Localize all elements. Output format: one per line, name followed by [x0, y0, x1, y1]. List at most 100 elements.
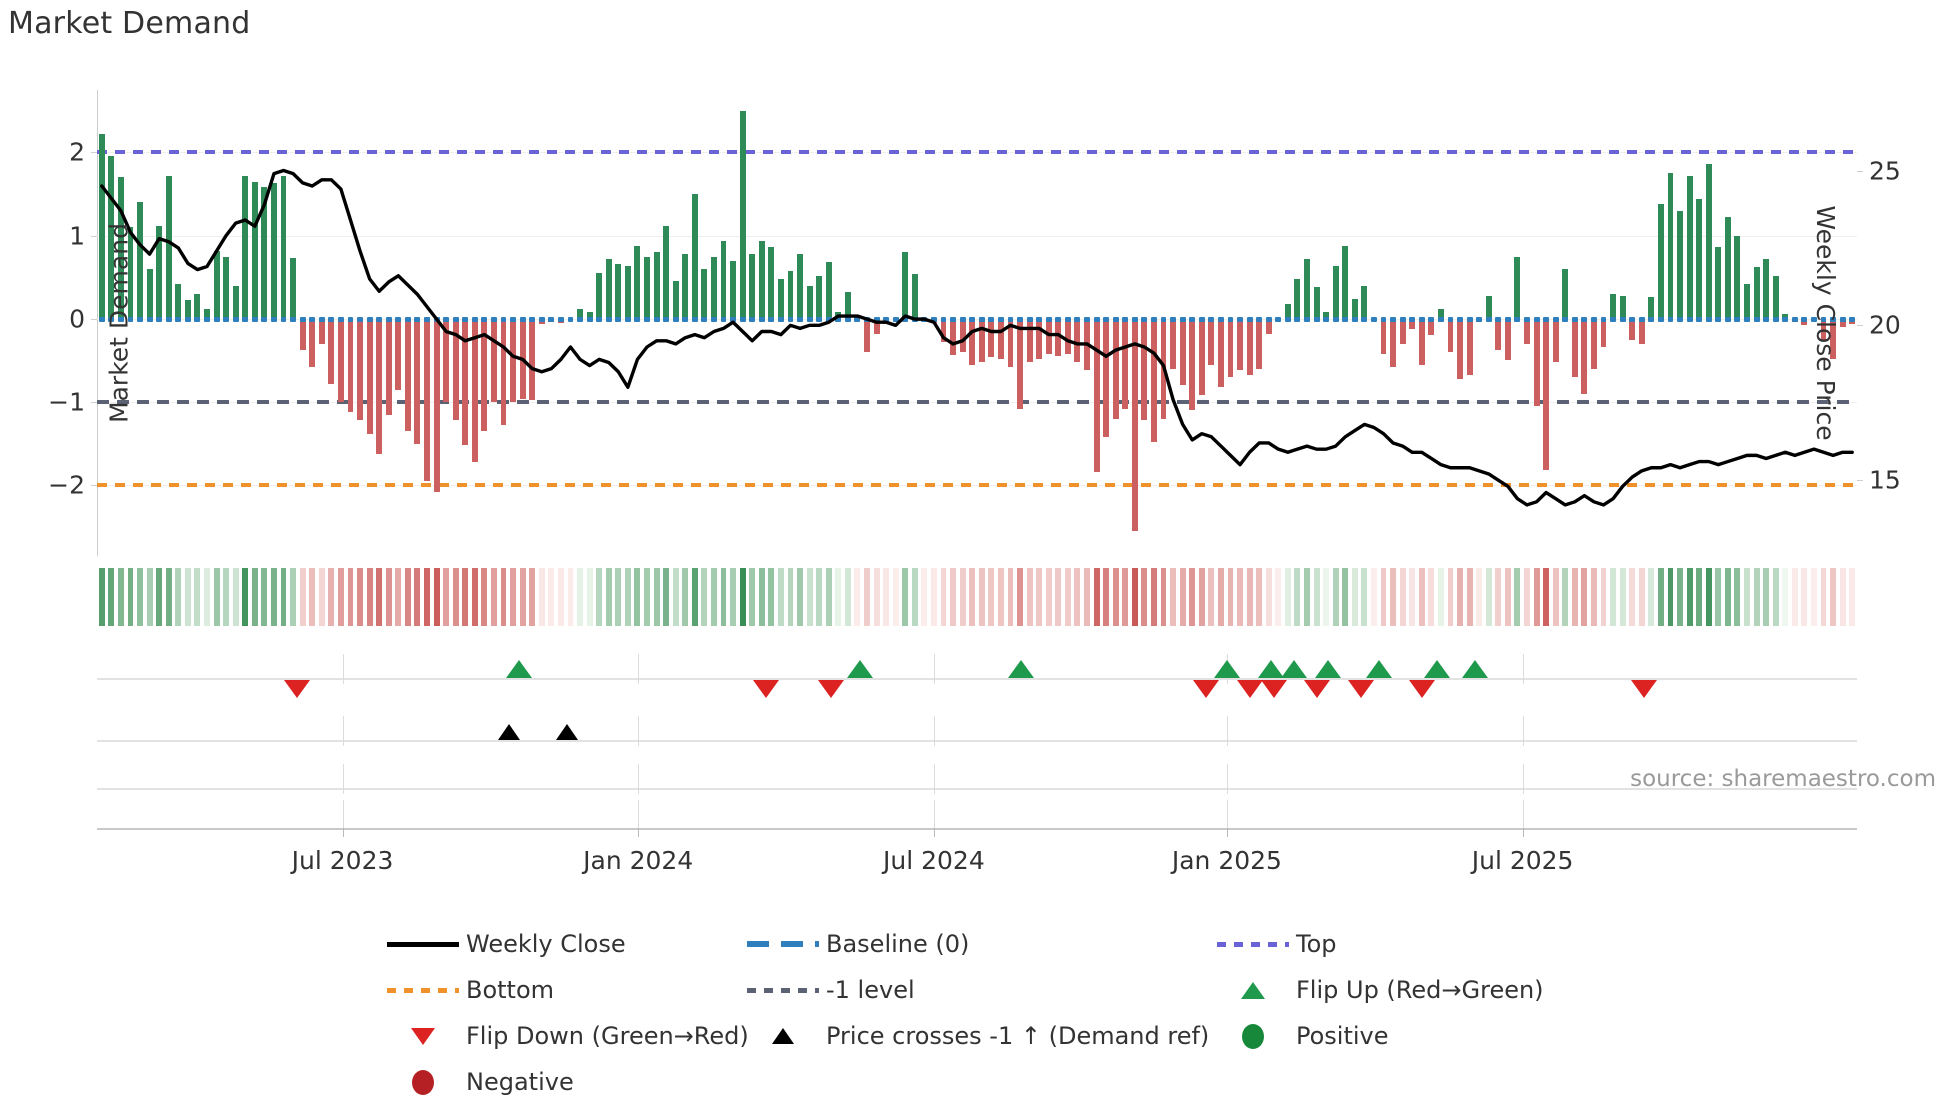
demand-bar	[117, 177, 124, 319]
heat-strip-cell	[1830, 568, 1837, 626]
heat-strip-cell	[1026, 568, 1033, 626]
price-cross-marker-icon	[497, 724, 520, 740]
heat-strip-cell	[1638, 568, 1645, 626]
demand-bar	[739, 110, 746, 319]
baseline-segment	[117, 316, 124, 322]
gridline	[97, 235, 1857, 237]
baseline-segment	[1600, 316, 1607, 322]
heat-strip-cell	[1715, 568, 1722, 626]
heat-strip-cell	[1265, 568, 1272, 626]
baseline-segment	[615, 316, 622, 322]
demand-bar	[1437, 308, 1444, 319]
legend-item[interactable]: Baseline (0)	[740, 925, 1210, 963]
demand-bar	[1284, 303, 1291, 319]
demand-bar	[1495, 318, 1502, 351]
heat-strip-cell	[1686, 568, 1693, 626]
heat-strip-cell	[1323, 568, 1330, 626]
baseline-segment	[1724, 316, 1731, 322]
marker-vline	[1226, 716, 1228, 746]
heat-strip-cell	[1428, 568, 1435, 626]
baseline-segment	[1246, 316, 1253, 322]
demand-bar	[261, 187, 268, 319]
heat-strip-cell	[730, 568, 737, 626]
heat-strip-cell	[1791, 568, 1798, 626]
demand-bar	[586, 312, 593, 319]
legend-item[interactable]: Positive	[1210, 1017, 1590, 1055]
legend-item[interactable]: Flip Down (Green→Red)	[380, 1017, 749, 1055]
demand-bar	[366, 318, 373, 434]
heat-strip-cell	[1437, 568, 1444, 626]
legend-item[interactable]: Bottom	[380, 971, 740, 1009]
left-axis-tick-label: −2	[48, 470, 85, 500]
baseline-segment	[519, 316, 526, 322]
heat-strip-cell	[137, 568, 143, 626]
baseline-segment	[730, 316, 737, 322]
baseline-segment	[242, 316, 249, 322]
baseline-segment	[577, 316, 583, 322]
demand-bar	[1590, 318, 1597, 369]
heat-strip-cell	[758, 568, 765, 626]
demand-bar	[1093, 318, 1100, 472]
baseline-segment	[1504, 316, 1511, 322]
flip-down-marker-icon	[1409, 680, 1436, 698]
heat-strip-cell	[1361, 568, 1368, 626]
dotted-line-orange-icon	[387, 987, 459, 993]
legend-item[interactable]: Flip Up (Red→Green)	[1210, 971, 1590, 1009]
left-axis-tick-label: 0	[69, 304, 85, 334]
flip-down-marker-icon	[1631, 680, 1658, 698]
demand-bar	[1504, 318, 1511, 361]
demand-bar	[1715, 247, 1722, 319]
baseline-segment	[672, 316, 679, 322]
baseline-segment	[710, 316, 717, 322]
heat-strip-cell	[1696, 568, 1703, 626]
baseline-segment	[299, 316, 306, 322]
heat-strip-cell	[481, 568, 488, 626]
baseline-segment	[1744, 316, 1750, 322]
heat-strip-cell	[1744, 568, 1750, 626]
flip-up-marker-icon	[846, 660, 873, 678]
marker-vline	[1522, 716, 1524, 746]
demand-bar	[787, 270, 794, 319]
baseline-segment	[529, 316, 536, 322]
heat-strip-cell	[1504, 568, 1511, 626]
heat-strip-cell	[232, 568, 239, 626]
baseline-segment	[1007, 316, 1014, 322]
heat-strip-cell	[548, 568, 555, 626]
baseline-segment	[1284, 316, 1291, 322]
flip-up-marker-icon	[1213, 660, 1240, 678]
circle-green-icon	[1242, 1023, 1264, 1049]
legend-item[interactable]: Weekly Close	[380, 925, 740, 963]
legend-item[interactable]: Top	[1210, 925, 1590, 963]
right-axis-tick-label: 25	[1869, 156, 1901, 185]
heat-strip-cell	[653, 568, 660, 626]
legend-symbol	[380, 971, 466, 1009]
baseline-segment	[395, 316, 402, 322]
heat-strip-cell	[1543, 568, 1550, 626]
heat-strip-cell	[1763, 568, 1770, 626]
demand-bar	[165, 175, 172, 319]
heat-strip-cell	[1313, 568, 1320, 626]
demand-bar	[1103, 318, 1110, 437]
baseline-segment	[691, 316, 698, 322]
baseline-segment	[156, 316, 163, 322]
heat-strip-cell	[768, 568, 775, 626]
baseline-segment	[443, 316, 450, 322]
flip-up-marker-icon	[1007, 660, 1034, 678]
marker-gridline	[97, 740, 1857, 742]
legend-item[interactable]: -1 level	[740, 971, 1210, 1009]
marker-vline	[933, 764, 935, 794]
legend-item[interactable]: Negative	[380, 1063, 740, 1101]
demand-bar	[1390, 318, 1397, 368]
legend-label: Baseline (0)	[826, 930, 970, 958]
heat-strip-cell	[1466, 568, 1473, 626]
flip-down-marker-icon	[1237, 680, 1264, 698]
demand-bar	[730, 260, 737, 319]
heat-strip-cell	[1447, 568, 1454, 626]
baseline-segment	[538, 316, 545, 322]
marker-vline	[1226, 800, 1228, 830]
heat-strip-cell	[328, 568, 335, 626]
heat-strip-cell	[385, 568, 392, 626]
baseline-segment	[1323, 316, 1330, 322]
demand-bar	[997, 318, 1004, 359]
legend-item[interactable]: Price crosses -1 ↑ (Demand ref)	[740, 1017, 1210, 1055]
